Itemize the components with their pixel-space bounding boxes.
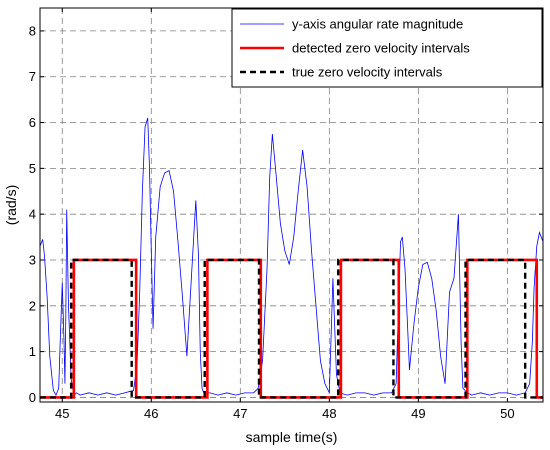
- y-axis-label: (rad/s): [3, 185, 19, 225]
- y-tick-label: 1: [29, 344, 36, 359]
- x-tick-label: 45: [55, 406, 69, 421]
- x-tick-label: 47: [233, 406, 247, 421]
- x-tick-label: 50: [500, 406, 514, 421]
- y-tick-label: 4: [29, 207, 36, 222]
- legend: y-axis angular rate magnitude detected z…: [231, 8, 543, 88]
- legend-entry-detected: detected zero velocity intervals: [292, 41, 470, 56]
- y-tick-label: 6: [29, 115, 36, 130]
- series-line-detected-zero-velocity: [40, 258, 543, 399]
- plot-frame: [39, 7, 544, 403]
- y-tick-label: 7: [29, 69, 36, 84]
- y-tick-label: 8: [29, 23, 36, 38]
- legend-entry-angular-rate: y-axis angular rate magnitude: [292, 17, 463, 32]
- x-axis-label: sample time(s): [246, 429, 338, 445]
- x-tick-label: 46: [144, 406, 158, 421]
- y-tick-label: 3: [29, 252, 36, 267]
- y-tick-label: 0: [29, 390, 36, 405]
- plot-area: [40, 117, 543, 399]
- y-tick-label: 5: [29, 161, 36, 176]
- legend-entry-true: true zero velocity intervals: [292, 65, 443, 80]
- series-line-angular-rate: [40, 117, 543, 397]
- y-tick-label: 2: [29, 298, 36, 313]
- x-tick-label: 48: [322, 406, 336, 421]
- x-tick-label: 49: [411, 406, 425, 421]
